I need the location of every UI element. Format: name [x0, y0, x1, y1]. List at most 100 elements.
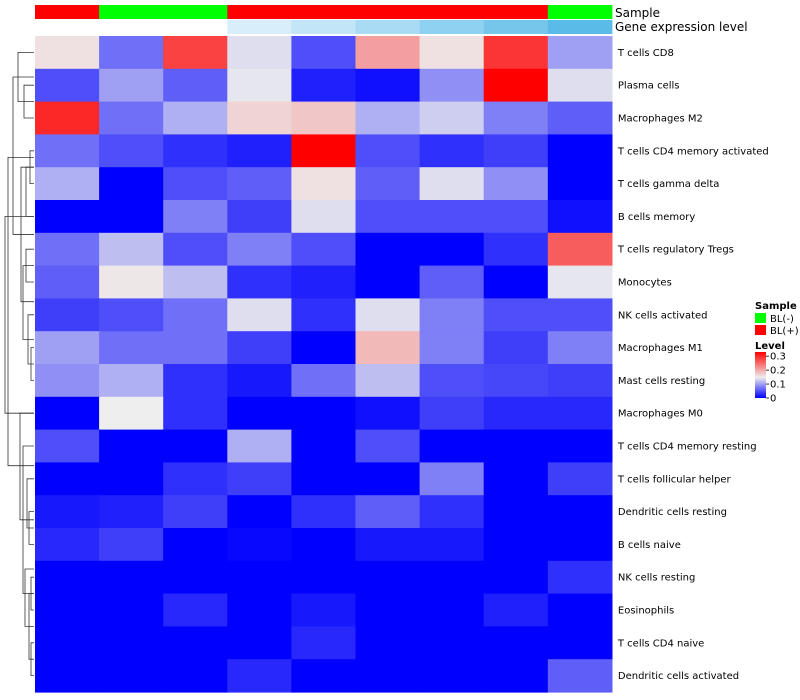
heatmap-cell — [483, 495, 549, 529]
dendrogram-branch — [7, 156, 34, 467]
heatmap-cell — [291, 495, 357, 529]
heatmap-cell — [355, 495, 421, 529]
heatmap-cell — [227, 167, 292, 201]
heatmap-cell — [483, 429, 549, 463]
heatmap-cell — [419, 68, 485, 103]
expression-annotation-title: Gene expression level — [615, 20, 748, 34]
heatmap-cell — [163, 429, 228, 463]
heatmap-cell — [163, 134, 228, 168]
heatmap-cell — [35, 265, 100, 299]
heatmap-cell — [547, 68, 613, 103]
heatmap-cell — [35, 495, 100, 529]
heatmap-cell — [291, 462, 357, 496]
heatmap-cell — [227, 626, 292, 660]
heatmap-cell — [163, 36, 228, 70]
heatmap-cell — [35, 331, 100, 365]
heatmap-cell — [547, 364, 613, 398]
heatmap-cell — [227, 232, 292, 267]
heatmap-cell — [483, 331, 549, 365]
heatmap-cell — [547, 528, 613, 562]
heatmap-cell — [35, 36, 100, 70]
row-label: Macrophages M1 — [618, 343, 703, 354]
heatmap-cell — [291, 659, 357, 693]
heatmap-cell — [355, 232, 421, 267]
row-label: Dendritic cells resting — [618, 507, 727, 518]
expression-level-annotation-bar — [35, 20, 613, 34]
heatmap-cell — [227, 429, 292, 463]
legend-level-ticks: 0.3 0.2 0.1 0 — [766, 352, 786, 405]
sample-annotation-bar — [35, 5, 613, 19]
heatmap-cell — [163, 167, 228, 201]
heatmap-cell — [547, 593, 613, 627]
heatmap-cell — [419, 36, 485, 70]
heatmap-cell — [99, 560, 164, 595]
row-labels: T cells CD8 Plasma cells Macrophages M2 T c… — [617, 48, 769, 682]
heatmap-cell — [419, 429, 485, 463]
expression-annotation-cell — [99, 20, 164, 34]
heatmap-cell — [419, 101, 485, 135]
heatmap-cell — [483, 232, 549, 267]
heatmap-cell — [547, 495, 613, 529]
dendrogram-branch — [26, 478, 34, 529]
heatmap-cell — [483, 36, 549, 70]
heatmap-cell — [547, 331, 613, 365]
heatmap-cell — [99, 364, 164, 398]
heatmap-cell — [227, 265, 292, 299]
heatmap-cell — [419, 298, 485, 332]
row-label: Dendritic cells activated — [618, 671, 739, 682]
heatmap-cell — [99, 659, 164, 693]
heatmap-cell — [35, 528, 100, 562]
heatmap-cell — [355, 429, 421, 463]
sample-annotation-cell — [35, 5, 100, 19]
heatmap-cell — [355, 331, 421, 365]
heatmap-cell — [483, 265, 549, 299]
heatmap-cell — [291, 560, 357, 595]
row-label: T cells regulatory Tregs — [617, 245, 734, 256]
sample-annotation-cell — [355, 5, 421, 19]
heatmap-cell — [163, 364, 228, 398]
heatmap-cell — [163, 560, 228, 595]
heatmap-cell — [547, 626, 613, 660]
heatmap-cell — [419, 593, 485, 627]
heatmap-cell — [163, 265, 228, 299]
heatmap-cell — [547, 298, 613, 332]
heatmap-cells — [35, 36, 613, 693]
heatmap-cell — [99, 265, 164, 299]
legend-level-title: Level — [755, 341, 785, 352]
heatmap-cell — [483, 101, 549, 135]
heatmap-cell — [291, 593, 357, 627]
heatmap-cell — [227, 528, 292, 562]
expression-annotation-cell — [227, 20, 292, 34]
heatmap-cell — [483, 68, 549, 103]
sample-annotation-cell — [291, 5, 356, 19]
heatmap-cell — [291, 167, 357, 201]
expression-annotation-cell — [483, 20, 549, 34]
heatmap-cell — [35, 101, 100, 135]
heatmap-cell — [227, 593, 292, 627]
heatmap-cell — [483, 593, 549, 627]
heatmap-cell — [227, 68, 292, 103]
row-label: Plasma cells — [618, 81, 680, 92]
heatmap-cell — [227, 36, 292, 70]
expression-annotation-cell — [547, 20, 613, 34]
heatmap-cell — [35, 167, 100, 201]
heatmap-cell — [355, 200, 421, 234]
row-label: T cells gamma delta — [617, 179, 719, 190]
legend-swatch-bl-pos — [755, 325, 766, 335]
heatmap-cell — [163, 528, 228, 562]
heatmap-cell — [355, 134, 421, 168]
heatmap-cell — [355, 167, 421, 201]
heatmap-cell — [419, 560, 485, 595]
heatmap-cell — [163, 495, 228, 529]
heatmap-cell — [483, 659, 549, 693]
heatmap-cell — [483, 364, 549, 398]
sample-annotation-cell — [99, 5, 164, 19]
heatmap-cell — [483, 462, 549, 496]
heatmap-cell — [35, 364, 100, 398]
heatmap-cell — [547, 167, 613, 201]
heatmap-cell — [163, 68, 228, 103]
sample-annotation-title: Sample — [615, 6, 660, 20]
heatmap-cell — [227, 134, 292, 168]
heatmap-cell — [99, 429, 164, 463]
heatmap-cell — [547, 462, 613, 496]
